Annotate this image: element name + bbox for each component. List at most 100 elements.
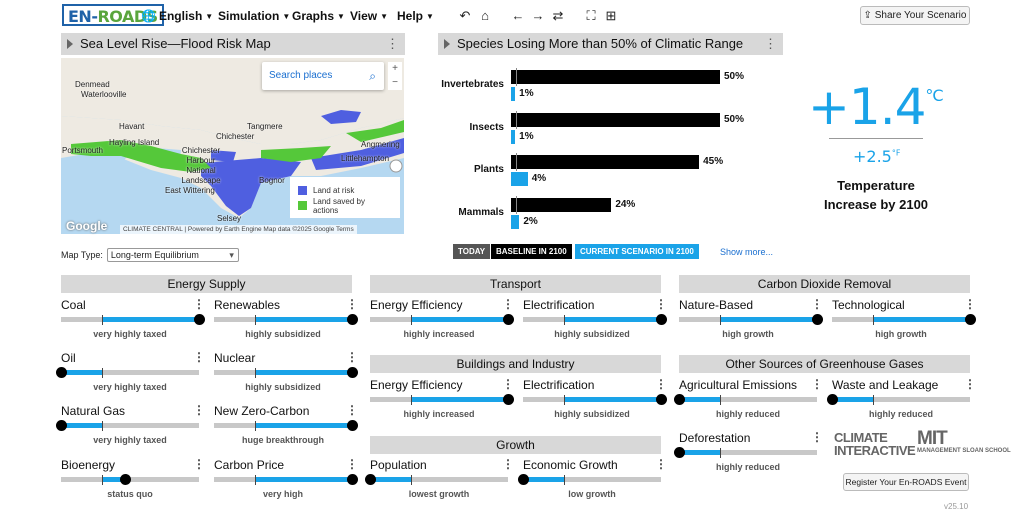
agricultural-slider-handle[interactable] (673, 394, 685, 405)
buildings-electrification-slider-handle[interactable] (655, 394, 667, 405)
zoom-out-icon[interactable]: − (392, 77, 398, 88)
more-options-icon[interactable]: ⋮ (193, 457, 205, 471)
map-type-select[interactable]: Long-term Equilibrium (106, 248, 239, 262)
en-roads-logo[interactable]: EN-ROADS (62, 4, 164, 26)
register-event-button[interactable]: Register Your En-ROADS Event (843, 473, 969, 491)
population-fill (370, 477, 412, 482)
graphs-menu[interactable]: Graphs ▼ (292, 9, 345, 23)
more-options-icon[interactable]: ⋮ (386, 36, 399, 51)
baseline-marker (255, 475, 257, 485)
waste-track[interactable] (832, 397, 970, 402)
current-value: 2% (523, 215, 538, 227)
population-slider-handle[interactable] (364, 474, 376, 485)
map-label: Selsey (217, 214, 242, 223)
fullscreen-icon[interactable]: ⛶ (586, 8, 596, 23)
more-options-icon[interactable]: ⋮ (811, 430, 823, 444)
more-options-icon[interactable]: ⋮ (764, 36, 777, 51)
chevron-down-icon: ▼ (426, 11, 434, 21)
arrow-left-icon[interactable]: ← (511, 8, 525, 23)
nuclear-slider-handle[interactable] (346, 367, 358, 378)
more-options-icon[interactable]: ⋮ (964, 377, 976, 391)
more-options-icon[interactable]: ⋮ (502, 457, 514, 471)
zoom-in-icon[interactable]: + (392, 63, 398, 74)
deforestation-track[interactable] (679, 450, 817, 455)
more-options-icon[interactable]: ⋮ (655, 457, 667, 471)
share-scenario-button[interactable]: ⇪ Share Your Scenario (860, 6, 970, 25)
zoom-control[interactable]: + − (388, 62, 402, 90)
species-label: Plants (473, 164, 504, 175)
view-menu[interactable]: View ▼ (350, 9, 389, 23)
more-options-icon[interactable]: ⋮ (346, 403, 358, 417)
map-attribution[interactable]: CLIMATE CENTRAL | Powered by Earth Engin… (120, 225, 357, 234)
transport-efficiency-slider-handle[interactable] (502, 314, 514, 325)
oil-slider-handle[interactable] (55, 367, 67, 378)
chevron-down-icon: ▼ (282, 11, 291, 21)
technological-slider-handle[interactable] (964, 314, 976, 325)
oil-track[interactable] (61, 370, 199, 375)
simulation-menu[interactable]: Simulation ▼ (218, 9, 291, 23)
agricultural-track[interactable] (679, 397, 817, 402)
waste-slider-handle[interactable] (826, 394, 838, 405)
more-options-icon[interactable]: ⋮ (193, 403, 205, 417)
more-options-icon[interactable]: ⋮ (346, 457, 358, 471)
economic-growth-slider-handle[interactable] (517, 474, 529, 485)
nature-based-slider-handle[interactable] (811, 314, 823, 325)
more-options-icon[interactable]: ⋮ (811, 377, 823, 391)
more-options-icon[interactable]: ⋮ (811, 297, 823, 311)
natural-gas-slider-handle[interactable] (55, 420, 67, 431)
economic-growth-track[interactable] (523, 477, 661, 482)
renewables-slider-handle[interactable] (346, 314, 358, 325)
baseline-marker (102, 475, 104, 485)
more-options-icon[interactable]: ⋮ (964, 297, 976, 311)
undo-icon[interactable]: ↶ (459, 8, 471, 23)
natural-gas-track[interactable] (61, 423, 199, 428)
more-options-icon[interactable]: ⋮ (346, 297, 358, 311)
species-panel-title[interactable]: Species Losing More than 50% of Climatic… (438, 33, 783, 55)
more-options-icon[interactable]: ⋮ (346, 350, 358, 364)
today-marker (516, 68, 517, 86)
more-options-icon[interactable]: ⋮ (655, 297, 667, 311)
new-zero-carbon-slider-handle[interactable] (346, 420, 358, 431)
mit-sloan-logo[interactable]: MIT MANAGEMENT SLOAN SCHOOL (917, 428, 1011, 454)
baseline-marker (564, 395, 566, 405)
more-options-icon[interactable]: ⋮ (502, 297, 514, 311)
economic-growth-status: low growth (568, 489, 616, 499)
buildings-efficiency-slider-handle[interactable] (502, 394, 514, 405)
home-icon[interactable]: ⌂ (481, 8, 489, 23)
map-panel-title[interactable]: Sea Level Rise—Flood Risk Map ⋮ (61, 33, 405, 55)
arrow-right-icon[interactable]: → (531, 8, 545, 23)
carbon-price-slider-handle[interactable] (346, 474, 358, 485)
renewables-label: Renewables (214, 298, 281, 312)
globe-icon: 🌐 (141, 9, 156, 23)
agricultural-status: highly reduced (715, 409, 780, 419)
search-icon[interactable]: ⌕ (369, 69, 376, 83)
version-label: v25.10 (944, 502, 969, 511)
climate-interactive-logo[interactable]: CLIMATE INTERACTIVE (834, 430, 916, 458)
more-options-icon[interactable]: ⋮ (193, 297, 205, 311)
bioenergy-status: status quo (107, 489, 153, 499)
transport-electrification-slider-handle[interactable] (655, 314, 667, 325)
buildings-electrification-fill (564, 397, 661, 402)
population-track[interactable] (370, 477, 508, 482)
waste-label: Waste and Leakage (832, 378, 939, 392)
map-label: East Wittering (165, 186, 215, 195)
search-places-input[interactable]: Search places ⌕ (262, 62, 384, 90)
more-options-icon[interactable]: ⋮ (655, 377, 667, 391)
buildings-electrification-status: highly subsidized (554, 409, 630, 419)
species-label: Invertebrates (441, 79, 504, 90)
baseline-marker (720, 395, 722, 405)
language-menu[interactable]: 🌐 English ▼ (141, 9, 214, 23)
bioenergy-slider-handle[interactable] (120, 474, 132, 485)
show-more-link[interactable]: Show more... (720, 247, 774, 257)
more-options-icon[interactable]: ⋮ (193, 350, 205, 364)
grid-icon[interactable]: ⊞ (605, 8, 617, 23)
deforestation-label: Deforestation (679, 431, 751, 445)
baseline-marker (720, 315, 722, 325)
divider (829, 138, 923, 139)
help-menu[interactable]: Help ▼ (397, 9, 434, 23)
deforestation-slider-handle[interactable] (673, 447, 685, 458)
coal-slider-handle[interactable] (193, 314, 205, 325)
refresh-icon[interactable]: ⇄ (552, 8, 564, 23)
baseline-marker (102, 368, 104, 378)
more-options-icon[interactable]: ⋮ (502, 377, 514, 391)
